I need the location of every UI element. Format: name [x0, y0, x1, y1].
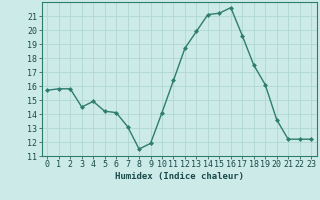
X-axis label: Humidex (Indice chaleur): Humidex (Indice chaleur)	[115, 172, 244, 181]
